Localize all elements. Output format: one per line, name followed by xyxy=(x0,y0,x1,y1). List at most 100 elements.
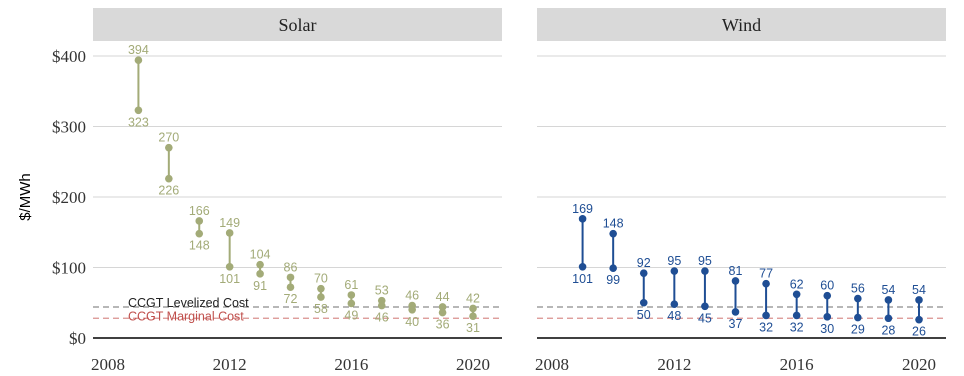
high-value-label: 62 xyxy=(790,277,804,291)
low-point xyxy=(762,311,770,320)
high-value-label: 42 xyxy=(466,291,480,305)
high-point xyxy=(256,260,264,269)
high-value-label: 54 xyxy=(912,283,926,297)
low-point xyxy=(286,283,295,292)
low-point xyxy=(195,229,204,238)
high-value-label: 166 xyxy=(189,204,210,218)
low-value-label: 26 xyxy=(912,325,926,339)
high-value-label: 394 xyxy=(128,43,149,57)
low-value-label: 50 xyxy=(637,308,651,322)
low-value-label: 49 xyxy=(344,308,358,322)
high-point xyxy=(134,56,143,65)
low-value-label: 72 xyxy=(284,292,298,306)
low-value-label: 91 xyxy=(253,279,267,293)
high-value-label: 44 xyxy=(436,290,450,304)
low-value-label: 37 xyxy=(729,317,743,331)
high-point xyxy=(225,229,234,237)
high-value-label: 149 xyxy=(219,216,240,230)
high-value-label: 70 xyxy=(314,272,328,286)
high-value-label: 60 xyxy=(820,279,834,293)
high-value-label: 86 xyxy=(284,260,298,274)
low-value-label: 36 xyxy=(436,318,450,332)
low-value-label: 29 xyxy=(851,323,865,337)
low-point xyxy=(639,298,648,307)
high-value-label: 95 xyxy=(667,254,681,268)
y-tick-label: $300 xyxy=(52,118,86,137)
high-value-label: 61 xyxy=(344,278,358,292)
y-tick-label: $100 xyxy=(52,259,86,278)
x-tick-label: 2012 xyxy=(657,355,691,374)
low-point xyxy=(256,270,264,278)
low-point xyxy=(165,174,173,183)
low-point xyxy=(438,308,447,317)
y-axis-title: $/MWh xyxy=(17,173,34,221)
low-value-label: 45 xyxy=(698,311,712,325)
high-value-label: 270 xyxy=(158,131,179,145)
high-value-label: 56 xyxy=(851,282,865,296)
low-point xyxy=(792,311,801,320)
high-point xyxy=(701,267,709,275)
high-point xyxy=(469,304,477,313)
low-point xyxy=(854,313,862,322)
high-point xyxy=(609,229,617,238)
panel-title: Solar xyxy=(279,15,317,35)
low-value-label: 28 xyxy=(881,323,895,337)
high-value-label: 95 xyxy=(698,254,712,268)
panel-strip xyxy=(537,8,946,41)
low-point xyxy=(731,308,740,316)
high-point xyxy=(578,215,587,223)
high-point xyxy=(317,284,325,293)
low-value-label: 30 xyxy=(820,322,834,336)
high-point xyxy=(438,303,447,311)
high-point xyxy=(670,267,679,275)
low-value-label: 48 xyxy=(667,309,681,323)
x-tick-label: 2016 xyxy=(334,355,368,374)
low-point xyxy=(884,314,893,323)
high-point xyxy=(195,217,204,225)
x-tick-label: 2012 xyxy=(213,355,247,374)
panel-title: Wind xyxy=(722,15,761,35)
high-value-label: 92 xyxy=(637,256,651,270)
high-point xyxy=(915,296,923,304)
low-value-label: 101 xyxy=(572,272,593,286)
low-value-label: 148 xyxy=(189,239,210,253)
low-value-label: 323 xyxy=(128,115,149,129)
reference-line-label: CCGT Marginal Cost xyxy=(128,309,244,323)
high-point xyxy=(639,269,648,277)
high-point xyxy=(854,294,862,303)
low-point xyxy=(317,293,325,301)
high-value-label: 54 xyxy=(881,283,895,297)
reference-line-label: CCGT Levelized Cost xyxy=(128,296,249,310)
high-value-label: 53 xyxy=(375,284,389,298)
low-point xyxy=(915,315,923,324)
high-point xyxy=(884,296,893,304)
x-tick-label: 2020 xyxy=(902,355,936,374)
high-point xyxy=(823,291,832,300)
x-tick-label: 2020 xyxy=(456,355,490,374)
high-value-label: 148 xyxy=(603,217,624,231)
low-point xyxy=(408,306,416,314)
low-point xyxy=(609,264,617,273)
high-point xyxy=(286,273,295,282)
low-value-label: 32 xyxy=(790,320,804,334)
low-value-label: 58 xyxy=(314,302,328,316)
low-value-label: 101 xyxy=(219,272,240,286)
panel-strip xyxy=(93,8,502,41)
low-value-label: 40 xyxy=(405,315,419,329)
high-point xyxy=(731,277,740,285)
y-tick-label: $400 xyxy=(52,47,86,66)
x-tick-label: 2008 xyxy=(91,355,125,374)
low-point xyxy=(670,300,679,308)
low-value-label: 226 xyxy=(158,184,179,198)
x-tick-label: 2008 xyxy=(535,355,569,374)
low-point xyxy=(347,299,356,308)
low-point xyxy=(377,301,386,310)
high-point xyxy=(165,143,173,152)
high-value-label: 169 xyxy=(572,202,593,216)
high-value-label: 81 xyxy=(729,264,743,278)
high-point xyxy=(347,291,356,299)
y-tick-label: $0 xyxy=(69,329,86,348)
low-point xyxy=(469,312,477,320)
low-value-label: 31 xyxy=(466,321,480,335)
